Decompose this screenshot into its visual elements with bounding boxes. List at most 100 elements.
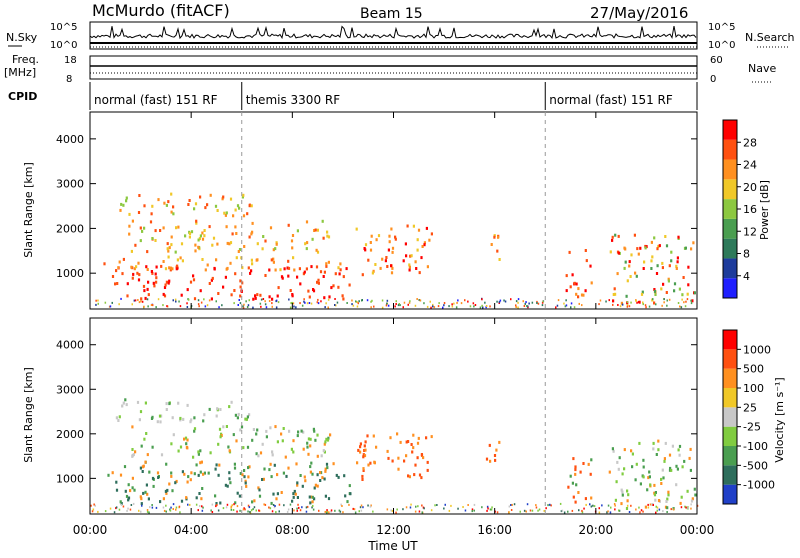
- echo-cell: [288, 267, 290, 270]
- echo-cell: [694, 291, 696, 294]
- echo-cell: [431, 232, 433, 235]
- echo-cell: [288, 224, 290, 227]
- echo-cell: [128, 233, 130, 236]
- ground-scatter-cell: [212, 504, 214, 506]
- colorbar-tick-label: 28: [743, 136, 757, 149]
- ground-scatter-cell: [635, 509, 637, 511]
- echo-cell: [300, 474, 302, 477]
- ground-scatter-cell: [207, 304, 209, 306]
- echo-cell: [128, 213, 130, 216]
- echo-cell: [652, 447, 654, 450]
- echo-cell: [400, 441, 402, 444]
- echo-cell: [303, 448, 305, 451]
- echo-cell: [493, 236, 495, 239]
- echo-cell: [403, 460, 405, 463]
- echo-cell: [317, 455, 319, 458]
- ground-scatter-cell: [579, 303, 581, 305]
- echo-cell: [256, 259, 258, 262]
- echo-cell: [309, 496, 311, 499]
- power-colorbar: 282420161284: [723, 120, 757, 298]
- echo-cell: [313, 428, 315, 431]
- echo-cell: [227, 242, 229, 245]
- echo-cell: [649, 483, 651, 486]
- ground-scatter-cell: [303, 301, 305, 303]
- echo-cell: [679, 454, 681, 457]
- ground-scatter-cell: [133, 503, 135, 505]
- ground-scatter-cell: [636, 302, 638, 304]
- echo-cell: [117, 419, 119, 422]
- ground-scatter-cell: [263, 503, 265, 505]
- ground-scatter-cell: [687, 298, 689, 300]
- ground-scatter-cell: [415, 511, 417, 513]
- echo-cell: [611, 239, 613, 242]
- echo-cell: [253, 499, 255, 502]
- echo-cell: [574, 468, 576, 471]
- echo-cell: [141, 502, 143, 505]
- ground-scatter-cell: [324, 306, 326, 308]
- echo-cell: [193, 416, 195, 419]
- ground-scatter-cell: [430, 301, 432, 303]
- ground-scatter-cell: [90, 505, 92, 507]
- ground-scatter-cell: [258, 510, 260, 512]
- echo-cell: [145, 265, 147, 268]
- echo-cell: [183, 438, 185, 441]
- ground-scatter-cell: [484, 302, 486, 304]
- echo-cell: [282, 277, 284, 280]
- colorbar-tick-label: -25: [743, 421, 761, 434]
- echo-cell: [572, 273, 574, 276]
- echo-cell: [582, 294, 584, 297]
- echo-cell: [252, 298, 254, 301]
- ground-scatter-cell: [386, 304, 388, 306]
- ground-scatter-cell: [272, 306, 274, 308]
- echo-cell: [226, 425, 228, 428]
- echo-cell: [132, 277, 134, 280]
- echo-cell: [229, 481, 231, 484]
- ground-scatter-cell: [295, 306, 297, 308]
- ground-scatter-cell: [542, 301, 544, 303]
- echo-cell: [636, 247, 638, 250]
- echo-cell: [317, 485, 319, 488]
- echo-cell: [614, 234, 616, 237]
- echo-cell: [283, 472, 285, 475]
- echo-cell: [405, 242, 407, 245]
- ground-scatter-cell: [491, 506, 493, 508]
- echo-cell: [616, 480, 618, 483]
- echo-cell: [310, 462, 312, 465]
- ground-scatter-cell: [339, 510, 341, 512]
- ground-scatter-cell: [196, 504, 198, 506]
- ground-scatter-cell: [622, 304, 624, 306]
- ground-scatter-cell: [362, 299, 364, 301]
- nsearch-tick-high: 10^5: [708, 22, 735, 33]
- ground-scatter-cell: [272, 510, 274, 512]
- ground-scatter-cell: [309, 302, 311, 304]
- ground-scatter-cell: [638, 507, 640, 509]
- ground-scatter-cell: [198, 305, 200, 307]
- ground-scatter-cell: [585, 504, 587, 506]
- echo-cell: [390, 264, 392, 267]
- ground-scatter-cell: [465, 510, 467, 512]
- echo-cell: [309, 444, 311, 447]
- cpid-label: CPID: [8, 90, 37, 103]
- echo-cell: [574, 465, 576, 468]
- ground-scatter-cell: [450, 505, 452, 507]
- echo-cell: [669, 454, 671, 457]
- ground-scatter-cell: [434, 504, 436, 506]
- ground-scatter-cell: [131, 504, 133, 506]
- echo-cell: [262, 247, 264, 250]
- echo-cell: [255, 297, 257, 300]
- date-title: 27/May/2016: [590, 4, 688, 22]
- ground-scatter-cell: [221, 304, 223, 306]
- echo-cell: [140, 410, 142, 413]
- echo-cell: [580, 471, 582, 474]
- ground-scatter-cell: [93, 509, 95, 511]
- ground-scatter-cell: [691, 302, 693, 304]
- echo-cell: [190, 281, 192, 284]
- echo-cell: [284, 267, 286, 270]
- echo-cell: [228, 471, 230, 474]
- ground-scatter-cell: [290, 504, 292, 506]
- echo-cell: [364, 248, 366, 251]
- echo-cell: [170, 193, 172, 196]
- echo-cell: [423, 243, 425, 246]
- ground-scatter-cell: [278, 301, 280, 303]
- echo-cell: [390, 228, 392, 231]
